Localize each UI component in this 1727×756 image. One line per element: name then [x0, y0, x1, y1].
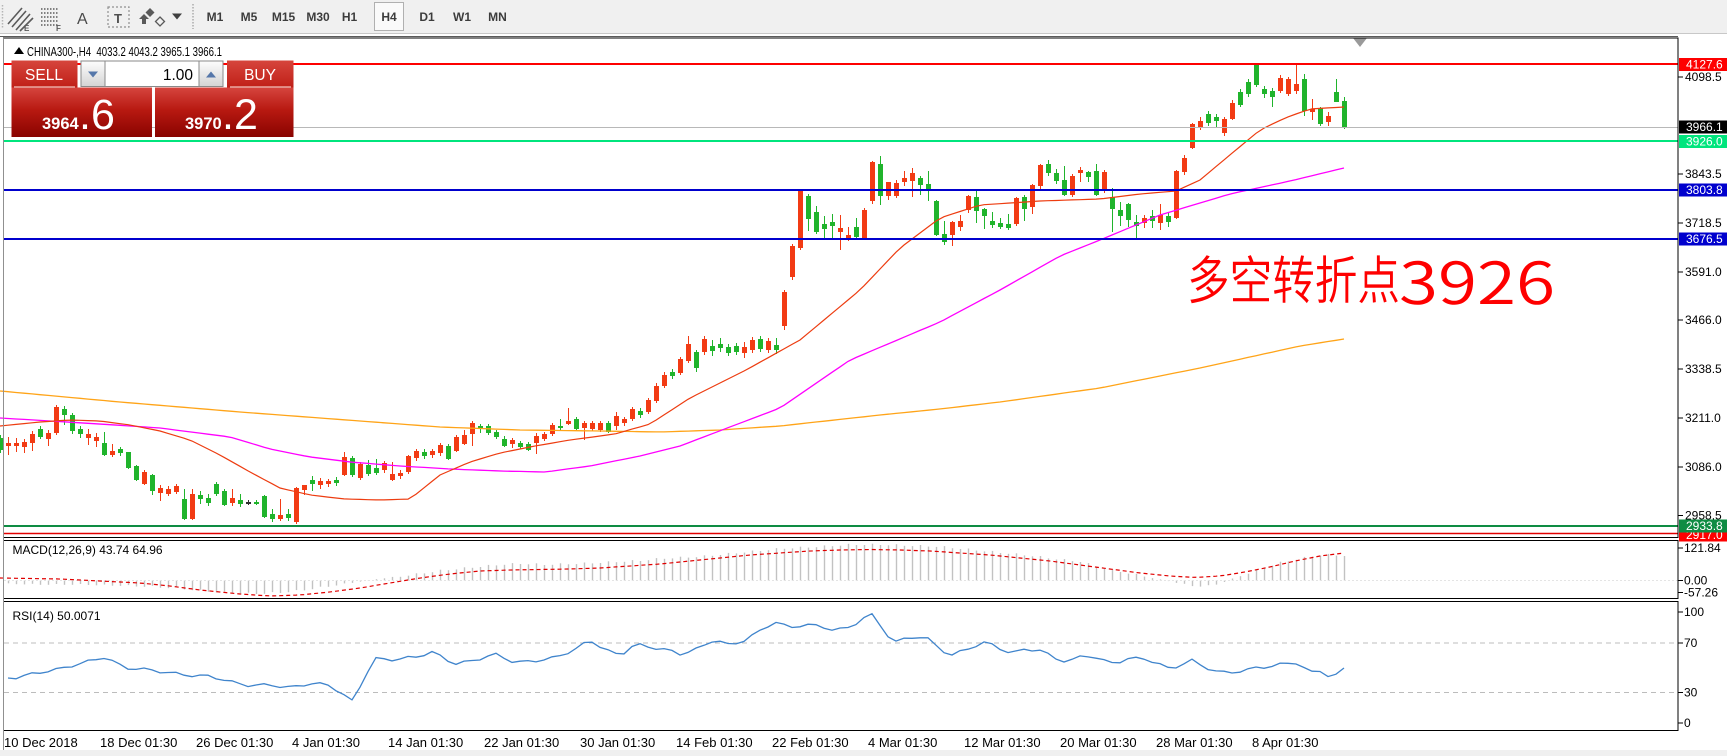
svg-text:F: F [56, 24, 61, 33]
svg-text:121.84: 121.84 [1684, 541, 1721, 555]
svg-text:14 Feb 01:30: 14 Feb 01:30 [676, 735, 753, 750]
svg-text:20 Mar 01:30: 20 Mar 01:30 [1060, 735, 1137, 750]
svg-text:70: 70 [1684, 636, 1698, 650]
svg-text:28 Mar 01:30: 28 Mar 01:30 [1156, 735, 1233, 750]
svg-text:30: 30 [1684, 686, 1698, 700]
svg-text:3211.0: 3211.0 [1685, 411, 1721, 425]
svg-text:3843.5: 3843.5 [1685, 167, 1722, 181]
svg-text:T: T [114, 11, 122, 26]
svg-text:RSI(14) 50.0071: RSI(14) 50.0071 [13, 609, 101, 623]
svg-text:0: 0 [1684, 716, 1691, 730]
svg-text:4098.5: 4098.5 [1685, 70, 1722, 84]
svg-text:D1: D1 [419, 10, 435, 24]
svg-text:MACD(12,26,9) 43.74 64.96: MACD(12,26,9) 43.74 64.96 [13, 543, 163, 557]
svg-text:3964: 3964 [42, 115, 80, 133]
svg-text:22 Feb 01:30: 22 Feb 01:30 [772, 735, 849, 750]
svg-text:M1: M1 [207, 10, 224, 24]
svg-text:3803.8: 3803.8 [1686, 183, 1723, 197]
svg-text:3966.1: 3966.1 [1686, 120, 1723, 134]
svg-text:W1: W1 [453, 10, 471, 24]
svg-text:22 Jan 01:30: 22 Jan 01:30 [484, 735, 559, 750]
svg-text:M5: M5 [241, 10, 258, 24]
svg-text:3676.5: 3676.5 [1686, 232, 1723, 246]
svg-text:4 Jan 01:30: 4 Jan 01:30 [292, 735, 360, 750]
svg-text:3926.0: 3926.0 [1686, 135, 1723, 149]
svg-text:3591.0: 3591.0 [1685, 265, 1722, 279]
svg-text:4127.6: 4127.6 [1686, 58, 1723, 72]
svg-text:3466.0: 3466.0 [1685, 313, 1722, 327]
svg-text:30 Jan 01:30: 30 Jan 01:30 [580, 735, 655, 750]
svg-text:BUY: BUY [244, 67, 276, 84]
svg-text:3970: 3970 [185, 115, 222, 133]
svg-text:4 Mar 01:30: 4 Mar 01:30 [868, 735, 937, 750]
svg-text:3086.0: 3086.0 [1685, 460, 1722, 474]
svg-text:8 Apr 01:30: 8 Apr 01:30 [1252, 735, 1319, 750]
svg-text:CHINA300-,H4 4033.2 4043.2 39: CHINA300-,H4 4033.2 4043.2 3965.1 3966.1 [27, 45, 222, 59]
svg-text:2958.5: 2958.5 [1685, 509, 1722, 523]
svg-text:0.00: 0.00 [1684, 574, 1708, 588]
svg-text:3718.5: 3718.5 [1685, 216, 1722, 230]
svg-text:A: A [77, 11, 88, 28]
svg-text:18 Dec 01:30: 18 Dec 01:30 [100, 735, 177, 750]
svg-text:26 Dec 01:30: 26 Dec 01:30 [196, 735, 273, 750]
svg-text:12 Mar 01:30: 12 Mar 01:30 [964, 735, 1041, 750]
svg-text:14 Jan 01:30: 14 Jan 01:30 [388, 735, 463, 750]
svg-text:3338.5: 3338.5 [1685, 362, 1722, 376]
svg-text:E: E [24, 24, 30, 33]
svg-text:.6: .6 [79, 91, 115, 139]
svg-text:10 Dec 2018: 10 Dec 2018 [4, 735, 78, 750]
svg-text:2933.8: 2933.8 [1686, 519, 1723, 533]
svg-text:SELL: SELL [25, 67, 63, 84]
svg-text:.2: .2 [222, 91, 258, 139]
svg-text:1.00: 1.00 [163, 67, 194, 84]
svg-text:M30: M30 [306, 10, 330, 24]
svg-text:MN: MN [488, 10, 507, 24]
svg-text:-57.26: -57.26 [1684, 586, 1718, 600]
svg-text:H1: H1 [342, 10, 358, 24]
svg-text:H4: H4 [381, 10, 397, 24]
svg-text:M15: M15 [272, 10, 296, 24]
svg-text:100: 100 [1684, 605, 1704, 619]
